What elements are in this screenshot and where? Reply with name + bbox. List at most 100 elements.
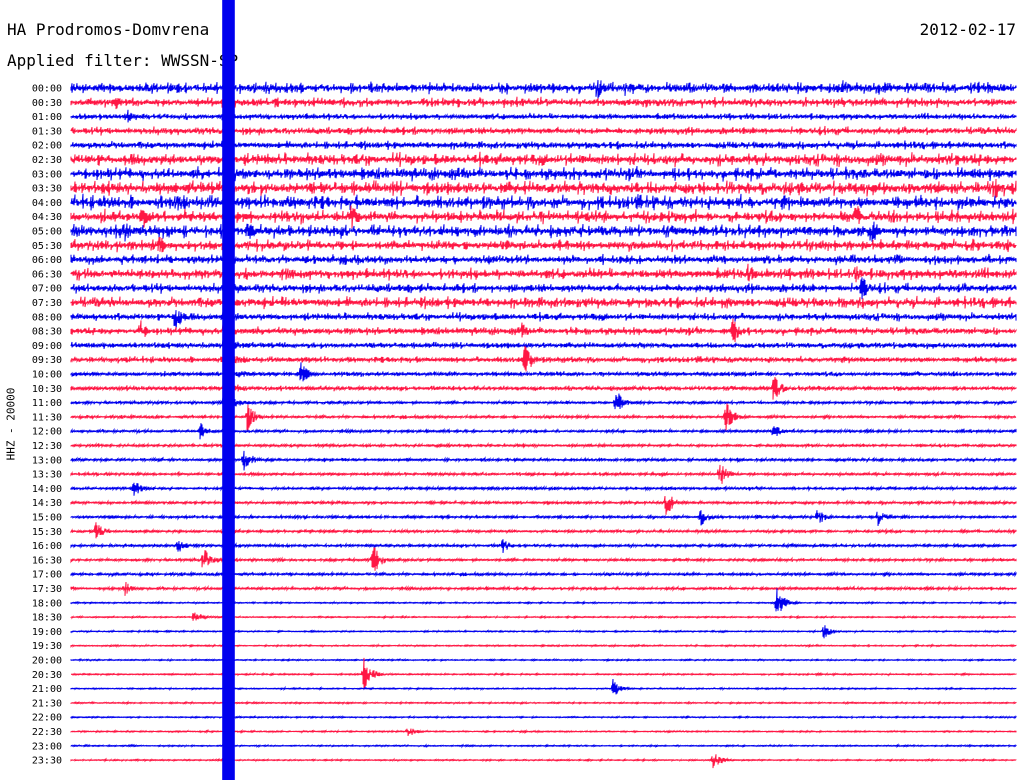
row-time-label: 15:30	[32, 527, 62, 538]
row-time-label: 04:30	[32, 212, 62, 223]
trace-row	[70, 362, 1017, 382]
row-time-label: 17:00	[32, 570, 62, 581]
trace-row	[70, 403, 1017, 433]
row-time-label: 18:00	[32, 598, 62, 609]
trace-row	[70, 345, 1017, 372]
row-time-label: 16:00	[32, 541, 62, 552]
trace-row	[70, 588, 1017, 612]
row-time-label: 07:00	[32, 284, 62, 295]
row-time-label: 01:00	[32, 112, 62, 123]
row-time-label: 19:00	[32, 627, 62, 638]
row-time-label: 23:30	[32, 756, 62, 767]
row-time-label: 04:00	[32, 198, 62, 209]
trace-row	[70, 743, 1017, 749]
trace-row	[70, 151, 1017, 168]
trace-row	[70, 109, 1017, 123]
trace-row	[70, 522, 1017, 539]
trace-row	[70, 96, 1017, 110]
row-time-label: 13:00	[32, 455, 62, 466]
trace-row	[70, 657, 1017, 689]
row-time-label: 01:30	[32, 126, 62, 137]
trace-row	[70, 510, 1017, 526]
large-event-saturation	[222, 0, 235, 780]
trace-row	[70, 263, 1017, 283]
row-time-label: 18:30	[32, 613, 62, 624]
trace-row	[70, 295, 1017, 310]
station-title: HA Prodromos-Domvrena	[7, 20, 210, 39]
date-label: 2012-02-17	[919, 20, 1016, 39]
row-time-label: 10:00	[32, 370, 62, 381]
row-time-label: 15:00	[32, 513, 62, 524]
row-time-label: 12:30	[32, 441, 62, 452]
row-time-label: 23:00	[32, 741, 62, 752]
row-time-label: 17:30	[32, 584, 62, 595]
row-time-label: 21:00	[32, 684, 62, 695]
trace-row	[70, 700, 1017, 706]
row-time-label: 08:00	[32, 312, 62, 323]
row-time-label: 12:00	[32, 427, 62, 438]
trace-row	[70, 678, 1017, 695]
row-time-label: 16:30	[32, 555, 62, 566]
trace-row	[70, 612, 1016, 621]
trace-row	[70, 166, 1017, 182]
row-time-label: 14:30	[32, 498, 62, 509]
trace-row	[70, 310, 1017, 331]
trace-row	[70, 714, 1017, 720]
trace-row	[70, 728, 1017, 737]
trace-row	[70, 125, 1017, 136]
row-time-label: 02:30	[32, 155, 62, 166]
row-time-label: 00:30	[32, 98, 62, 109]
row-time-label: 22:30	[32, 727, 62, 738]
trace-row	[70, 450, 1017, 471]
row-time-label: 09:00	[32, 341, 62, 352]
trace-row	[70, 376, 1017, 400]
trace-row	[70, 221, 1017, 242]
row-time-label: 22:00	[32, 713, 62, 724]
row-time-label: 19:30	[32, 641, 62, 652]
row-time-label: 06:00	[32, 255, 62, 266]
trace-row	[70, 339, 1017, 351]
trace-row	[70, 423, 1017, 440]
trace-row	[70, 464, 1017, 484]
row-time-label: 09:30	[32, 355, 62, 366]
trace-row	[70, 625, 1017, 639]
row-time-label: 20:00	[32, 656, 62, 667]
row-time-label: 03:00	[32, 169, 62, 180]
trace-row	[70, 496, 1017, 515]
trace-row	[70, 482, 1017, 496]
trace-row	[70, 643, 1017, 649]
row-time-label: 07:30	[32, 298, 62, 309]
row-time-label: 05:30	[32, 241, 62, 252]
trace-row	[70, 393, 1017, 411]
row-time-label: 10:30	[32, 384, 62, 395]
trace-row	[70, 441, 1017, 450]
row-time-label: 06:30	[32, 269, 62, 280]
row-time-label: 13:30	[32, 470, 62, 481]
row-time-label: 03:30	[32, 184, 62, 195]
trace-row	[70, 253, 1017, 266]
trace-row	[70, 547, 1017, 571]
trace-row	[70, 754, 1017, 769]
trace-row	[70, 178, 1017, 198]
trace-row	[70, 236, 1017, 253]
trace-row	[70, 657, 1017, 663]
trace-row	[70, 140, 1017, 151]
trace-row	[70, 539, 1017, 553]
trace-row	[70, 277, 1017, 300]
row-time-label: 11:30	[32, 412, 62, 423]
trace-row	[70, 80, 1017, 99]
row-time-label: 20:30	[32, 670, 62, 681]
trace-row	[70, 193, 1017, 211]
row-time-label: 21:30	[32, 698, 62, 709]
row-time-label: 08:30	[32, 327, 62, 338]
trace-row	[70, 318, 1017, 343]
row-time-label: 00:00	[32, 84, 62, 95]
filter-label: Applied filter: WWSSN-SP	[7, 51, 239, 70]
row-time-label: 14:00	[32, 484, 62, 495]
row-time-label: 02:00	[32, 141, 62, 152]
trace-row	[70, 570, 1017, 578]
row-time-label: 11:00	[32, 398, 62, 409]
trace-row	[70, 581, 1017, 596]
